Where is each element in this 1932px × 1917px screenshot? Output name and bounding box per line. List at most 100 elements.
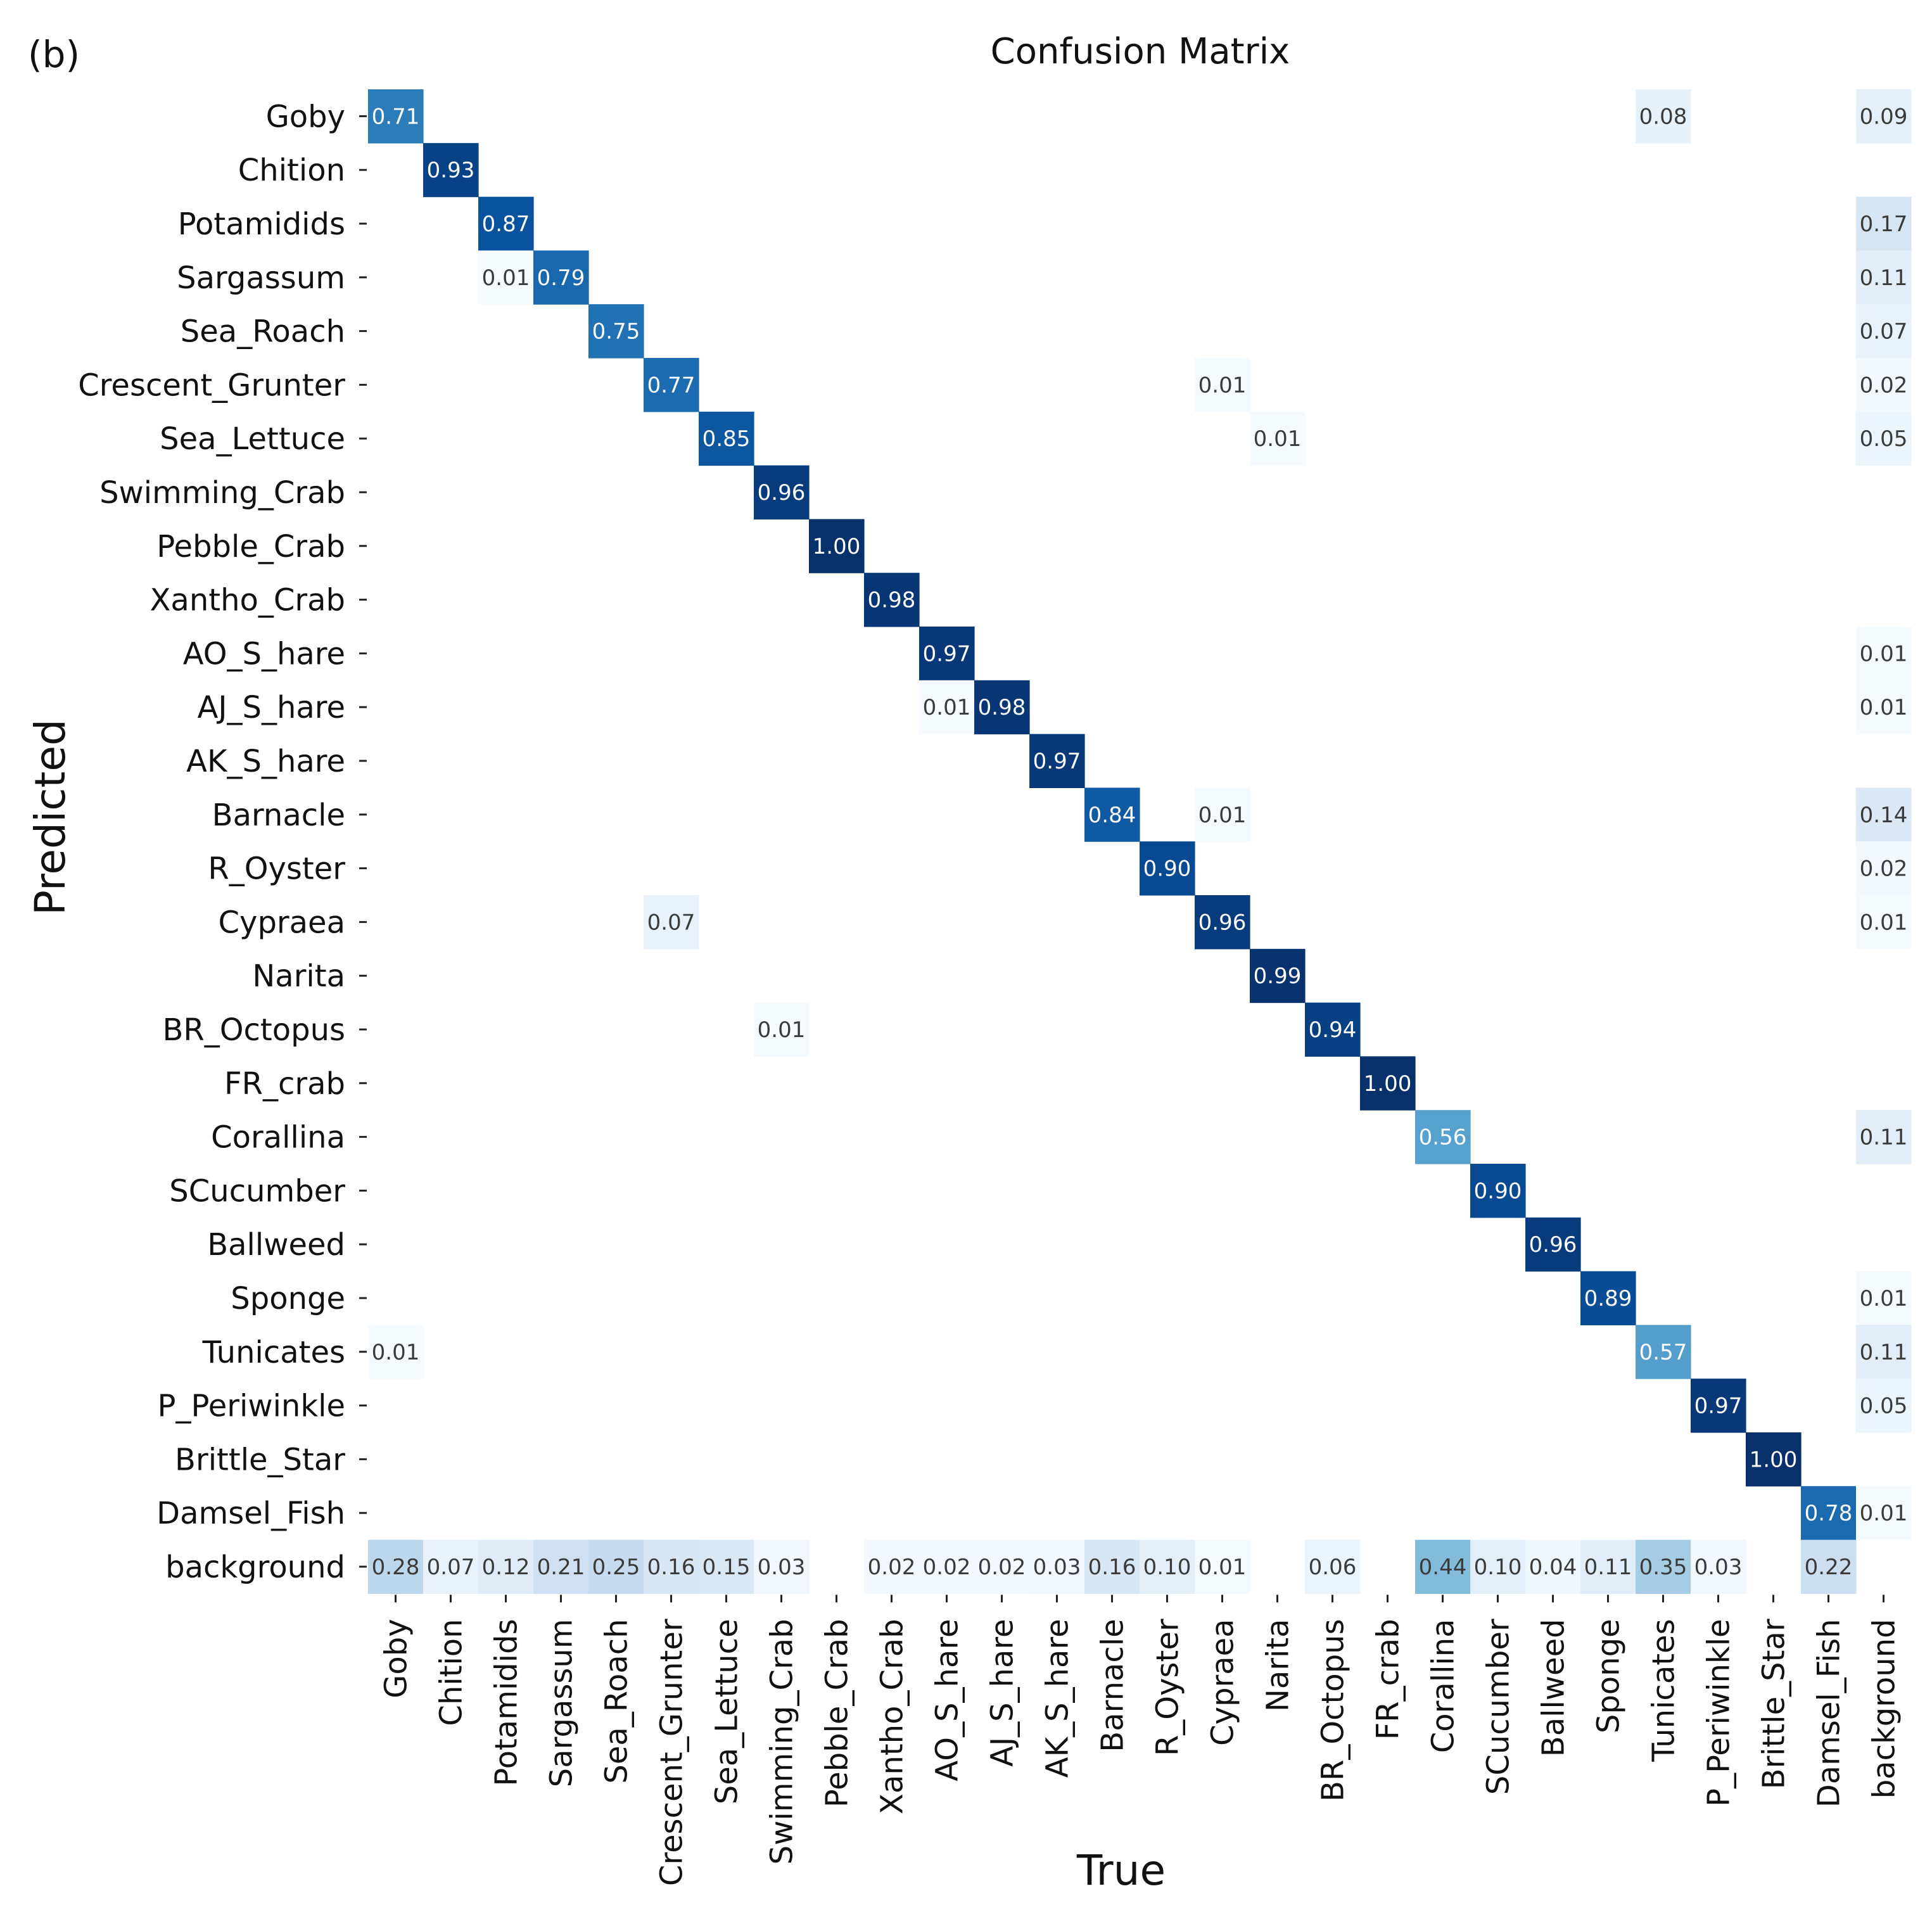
cell-value-label: 0.01	[1860, 695, 1908, 720]
heatmap-cell	[1856, 787, 1912, 842]
cell-value-label: 0.98	[978, 695, 1026, 720]
cell-value-label: 0.96	[1198, 910, 1247, 935]
heatmap-cell	[1415, 1110, 1471, 1164]
heatmap-cell	[1636, 89, 1691, 144]
cell-value-label: 0.15	[702, 1555, 751, 1580]
cell-value-label: 0.01	[1860, 1501, 1908, 1526]
x-tick-label: Sargassum	[544, 1619, 580, 1787]
cell-value-label: 0.94	[1309, 1017, 1357, 1043]
cell-value-label: 0.22	[1805, 1555, 1853, 1580]
y-tick-label: Sargassum	[177, 260, 345, 296]
heatmap-cell	[1029, 734, 1085, 788]
x-tick-label: Chition	[434, 1619, 469, 1726]
heatmap-cell	[754, 465, 810, 519]
cell-value-label: 0.16	[1088, 1555, 1136, 1580]
cell-value-label: 0.11	[1860, 265, 1908, 291]
y-tick-label: Chition	[238, 153, 345, 188]
y-tick-label: Ballweed	[207, 1227, 345, 1263]
x-tick-label: AO_S_hare	[930, 1619, 965, 1781]
heatmap-cell	[919, 627, 975, 681]
x-tick-label: Sponge	[1591, 1619, 1627, 1733]
heatmap-cell	[588, 1539, 644, 1594]
heatmap-cell	[1250, 948, 1306, 1003]
heatmap-cell	[754, 1002, 810, 1057]
x-tick-label: AK_S_hare	[1040, 1619, 1076, 1778]
y-axis-ticks: Goby Chition Potamidids Sargassum Sea_Roach C…	[78, 99, 367, 1585]
x-tick-label: BR_Octopus	[1316, 1619, 1351, 1802]
y-tick-label: Narita	[252, 958, 345, 994]
cell-value-label: 0.98	[868, 588, 916, 613]
x-tick-label: Xantho_Crab	[875, 1619, 910, 1814]
cell-value-label: 0.10	[1143, 1555, 1192, 1580]
cell-value-label: 0.97	[1694, 1394, 1743, 1419]
x-tick-label: Tunicates	[1646, 1619, 1682, 1762]
heatmap-cell	[1856, 358, 1912, 412]
heatmap-cell	[1195, 787, 1250, 842]
cell-value-label: 0.06	[1309, 1555, 1357, 1580]
x-tick-label: Sea_Lettuce	[709, 1619, 745, 1804]
y-tick-label: SCucumber	[169, 1173, 345, 1209]
heatmap-cell	[699, 1539, 754, 1594]
heatmap-cell	[1856, 1325, 1912, 1379]
cell-value-label: 0.02	[923, 1555, 971, 1580]
heatmap-cell	[1029, 1539, 1085, 1594]
cell-value-label: 0.25	[592, 1555, 640, 1580]
x-tick-label: Potamidids	[489, 1619, 524, 1786]
x-tick-label: Cypraea	[1205, 1619, 1241, 1745]
heatmap-cell	[1746, 1432, 1802, 1487]
cell-value-label: 0.02	[1860, 373, 1908, 398]
heatmap-cell	[478, 1539, 534, 1594]
cell-value-label: 0.05	[1860, 1394, 1908, 1419]
heatmap-cell	[864, 1539, 920, 1594]
y-tick-label: Damsel_Fish	[156, 1496, 345, 1531]
heatmap-cell	[1580, 1271, 1636, 1325]
heatmap-cell	[1084, 1539, 1140, 1594]
y-tick-label: P_Periwinkle	[158, 1389, 345, 1424]
cell-value-label: 0.12	[482, 1555, 530, 1580]
cell-value-label: 0.77	[647, 373, 696, 398]
heatmap-cell	[644, 358, 699, 412]
heatmap-cell	[919, 680, 975, 735]
heatmap-cell	[1525, 1539, 1581, 1594]
heatmap-cell	[1636, 1539, 1691, 1594]
x-tick-label: Swimming_Crab	[765, 1619, 800, 1864]
heatmap-cell	[1856, 895, 1912, 950]
x-tick-label: Corallina	[1426, 1619, 1461, 1753]
cell-value-label: 0.85	[702, 426, 751, 452]
heatmap-cell	[1084, 787, 1140, 842]
heatmap-cell	[974, 680, 1030, 735]
cell-value-label: 0.11	[1860, 1125, 1908, 1150]
heatmap-cell	[1195, 1539, 1250, 1594]
y-tick-label: BR_Octopus	[162, 1012, 345, 1048]
heatmap-cell	[809, 519, 865, 573]
heatmap-cell	[1140, 1539, 1195, 1594]
y-tick-label: Sponge	[231, 1281, 345, 1316]
cell-value-label: 1.00	[813, 534, 861, 559]
cell-value-label: 0.17	[1860, 212, 1908, 237]
heatmap-cell	[533, 250, 589, 305]
heatmap-cell	[1856, 1271, 1912, 1325]
x-tick-label: Ballweed	[1536, 1619, 1572, 1757]
y-tick-label: Tunicates	[202, 1335, 345, 1370]
heatmap-cell	[864, 573, 920, 627]
cell-value-label: 0.44	[1419, 1555, 1467, 1580]
cell-value-label: 0.93	[427, 158, 475, 183]
heatmap-cell	[1691, 1539, 1746, 1594]
heatmap-cell	[1801, 1486, 1857, 1541]
cell-value-label: 0.07	[647, 910, 696, 935]
heatmap-cell	[1801, 1539, 1857, 1594]
cell-value-label: 0.97	[1033, 749, 1081, 774]
cell-value-label: 0.01	[1860, 641, 1908, 666]
cell-value-label: 0.35	[1639, 1555, 1687, 1580]
cell-value-label: 0.71	[372, 104, 420, 129]
x-tick-label: Damsel_Fish	[1812, 1619, 1847, 1807]
x-tick-label: P_Periwinkle	[1701, 1619, 1737, 1806]
cell-value-label: 0.14	[1860, 803, 1908, 828]
y-tick-label: Cypraea	[219, 905, 345, 940]
cell-value-label: 0.96	[1529, 1232, 1577, 1258]
cell-value-label: 0.99	[1254, 964, 1302, 989]
cell-value-label: 0.89	[1584, 1286, 1632, 1311]
cell-value-labels: 0.71 0.08 0.09 0.93 0.87 0.17 0.01 0.79 0.11 0.75…	[372, 104, 1908, 1580]
heatmap-cells	[368, 89, 1912, 1594]
